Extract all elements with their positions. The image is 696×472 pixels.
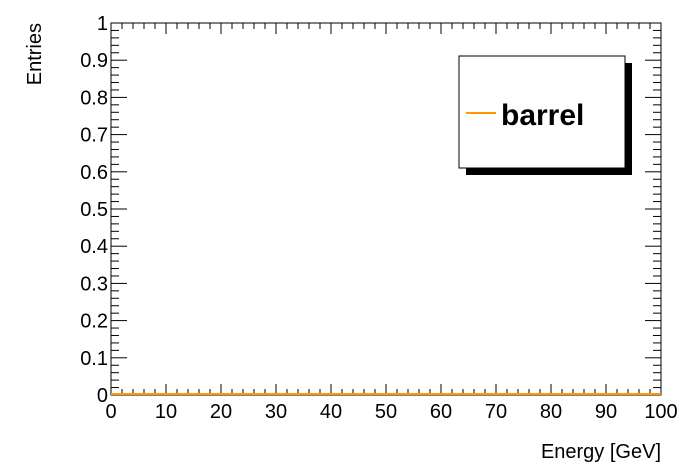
x-tick-label: 60 <box>430 401 452 423</box>
y-tick-label: 0 <box>97 385 108 407</box>
legend-label-barrel: barrel <box>501 99 584 132</box>
y-tick-label: 0.8 <box>80 87 108 109</box>
x-tick-label: 90 <box>595 401 617 423</box>
legend-box <box>458 55 626 169</box>
x-tick-label: 20 <box>210 401 232 423</box>
y-tick-label: 0.7 <box>80 125 108 147</box>
x-tick-label: 0 <box>105 401 116 423</box>
y-tick-label: 0.3 <box>80 273 108 295</box>
y-tick-label: 0.9 <box>80 50 108 72</box>
y-tick-label: 0.4 <box>80 236 108 258</box>
x-tick-label: 10 <box>155 401 177 423</box>
y-tick-label: 1 <box>97 13 108 35</box>
x-tick-label: 80 <box>540 401 562 423</box>
x-tick-label: 30 <box>265 401 287 423</box>
x-tick-label: 100 <box>644 401 677 423</box>
y-tick-label: 0.6 <box>80 162 108 184</box>
y-axis-title: Entries <box>24 23 46 85</box>
y-tick-label: 0.2 <box>80 311 108 333</box>
y-tick-label: 0.1 <box>80 348 108 370</box>
x-tick-label: 70 <box>485 401 507 423</box>
legend: barrel <box>458 55 632 175</box>
y-tick-label: 0.5 <box>80 199 108 221</box>
axis-tick-labels: 0 10 20 30 40 50 60 70 80 90 100 0 0.1 0.2 0.3 0.4 0.5 0.… <box>80 13 678 423</box>
x-tick-label: 40 <box>320 401 342 423</box>
x-tick-label: 50 <box>375 401 397 423</box>
axis-ticks <box>110 22 662 396</box>
x-axis-title: Energy [GeV] <box>541 441 661 463</box>
